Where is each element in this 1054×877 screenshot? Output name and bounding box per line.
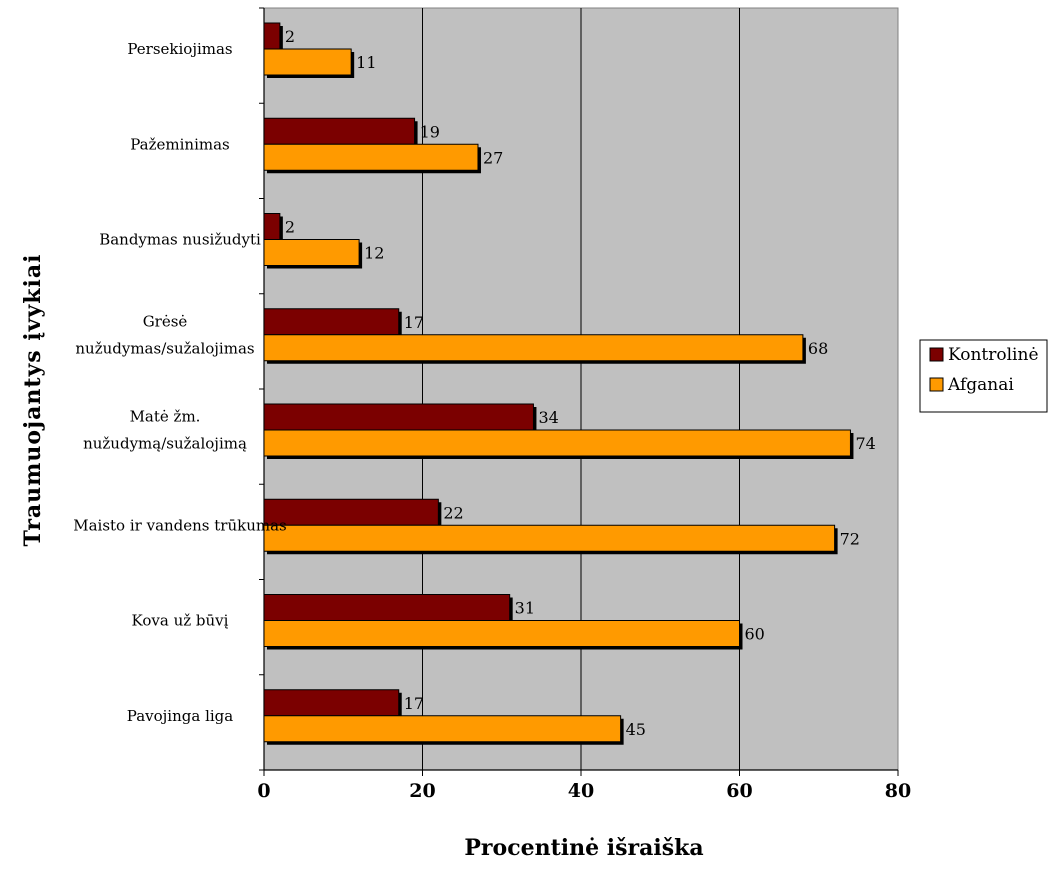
category-label: Maisto ir vandens trūkumas <box>73 516 287 534</box>
bar-afganai <box>263 620 740 647</box>
bar-kontroline <box>263 403 534 431</box>
bar-afganai <box>263 715 622 743</box>
x-tick-label: 80 <box>885 780 911 802</box>
data-label: 31 <box>515 599 535 618</box>
category-label: Grėsė nužudymas/sužalojimas <box>75 312 254 357</box>
bar-afganai <box>263 334 804 362</box>
bar-kontroline <box>263 594 511 621</box>
data-label: 74 <box>855 434 875 453</box>
data-label: 27 <box>483 148 503 167</box>
data-label: 34 <box>538 408 558 427</box>
category-label: Pažeminimas <box>130 135 230 153</box>
x-tick-label: 0 <box>257 780 270 802</box>
legend-swatch <box>929 377 944 392</box>
data-label: 22 <box>443 503 463 522</box>
data-label: 2 <box>285 27 295 46</box>
bar-afganai <box>263 143 479 171</box>
data-label: 2 <box>285 218 295 237</box>
x-tick-label: 20 <box>409 780 435 802</box>
x-tick-label: 40 <box>568 780 594 802</box>
category-label: Matė žm. nužudymą/sužalojimą <box>83 408 247 453</box>
bar-afganai <box>263 524 836 552</box>
data-label: 72 <box>840 529 860 548</box>
category-label: Kova už būvį <box>132 612 229 630</box>
legend-swatch <box>929 347 944 362</box>
legend: Kontrolinė Afganai <box>919 339 1048 413</box>
data-label: 45 <box>626 720 646 739</box>
category-label: Bandymas nusižudyti <box>99 231 261 249</box>
bar-kontroline <box>263 308 400 336</box>
bar-kontroline <box>263 498 439 526</box>
x-axis-title: Procentinė išraiška <box>464 835 703 861</box>
legend-label: Kontrolinė <box>948 345 1039 365</box>
bar-kontroline <box>263 213 281 240</box>
y-axis-title: Traumuojantys įvykiai <box>20 254 46 547</box>
data-label: 60 <box>745 625 765 644</box>
data-label: 11 <box>356 53 376 72</box>
x-tick-labels: 0 20 40 60 80 <box>257 780 911 802</box>
bar-kontroline <box>263 22 281 50</box>
bar-afganai <box>263 429 851 457</box>
bar-afganai <box>263 48 352 76</box>
category-label: Persekiojimas <box>127 40 232 58</box>
bar-kontroline <box>263 117 416 145</box>
data-label: 17 <box>404 313 424 332</box>
bars: 2 11 19 27 2 12 17 68 34 74 22 72 31 60 17 45 <box>263 22 876 745</box>
x-tick-label: 60 <box>726 780 752 802</box>
data-label: 19 <box>420 122 440 141</box>
data-label: 17 <box>404 694 424 713</box>
bar-kontroline <box>263 689 400 717</box>
category-labels: Persekiojimas Pažeminimas Bandymas nusižud… <box>73 40 287 725</box>
legend-label: Afganai <box>947 375 1014 395</box>
data-label: 12 <box>364 244 384 263</box>
category-label: Pavojinga liga <box>127 707 233 725</box>
data-label: 68 <box>808 339 828 358</box>
bar-afganai <box>263 239 360 266</box>
